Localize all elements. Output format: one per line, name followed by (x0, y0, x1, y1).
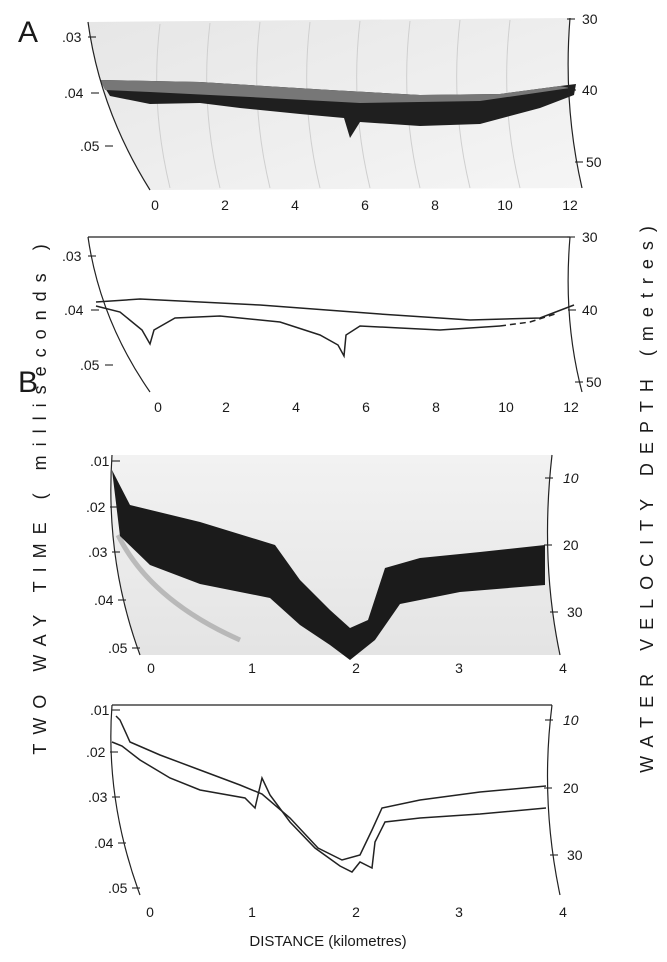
panel-a-interp-right-axis: 30 40 50 (567, 229, 602, 390)
tick-label: 50 (586, 154, 602, 170)
tick-label: .03 (88, 789, 108, 805)
panel-b-interpretation: .01 .02 .03 .04 .05 10 20 30 0 1 2 3 4 (86, 702, 583, 920)
panel-b-upper-trace (115, 715, 547, 861)
tick-label: 12 (563, 399, 579, 415)
panel-b-sonar-left-axis: .01 .02 .03 .04 .05 (86, 453, 140, 656)
panel-a-sonar-right-axis: 30 40 50 (567, 11, 602, 170)
tick-label: 4 (559, 660, 567, 676)
panel-b-seabed-return (112, 470, 545, 660)
tick-label: .05 (80, 138, 100, 154)
tick-label: 40 (582, 82, 598, 98)
panel-a-upper-layer (100, 80, 570, 103)
tick-label: .04 (94, 592, 114, 608)
tick-label: 3 (455, 660, 463, 676)
tick-label: .02 (86, 499, 106, 515)
panel-a-label: A (18, 16, 38, 49)
tick-label: 10 (497, 197, 513, 213)
tick-label: .05 (108, 880, 128, 896)
tick-label: 10 (563, 712, 579, 728)
tick-label: 2 (221, 197, 229, 213)
tick-label: 1 (248, 904, 256, 920)
right-axis-title: WATER VELOCITY DEPTH (metres) (637, 217, 657, 773)
tick-label: 10 (498, 399, 514, 415)
panel-a-interp-frame (87, 236, 583, 393)
panel-b-label: B (18, 366, 38, 399)
tick-label: 30 (567, 847, 583, 863)
tick-label: .02 (86, 744, 106, 760)
tick-label: .04 (64, 302, 84, 318)
panel-a-interp-distance-axis: 0 2 4 6 8 10 12 (154, 399, 579, 415)
tick-label: 8 (431, 197, 439, 213)
panel-a-upper-trace (95, 298, 575, 321)
tick-label: 20 (563, 537, 579, 553)
tick-label: 2 (352, 660, 360, 676)
panel-b-sonar-background (110, 455, 560, 655)
tick-label: .05 (80, 357, 100, 373)
tick-label: .01 (90, 453, 110, 469)
panel-a-sonar-record (87, 17, 583, 191)
panel-b-sonar-record: .01 .02 .03 .04 .05 10 20 30 0 1 2 3 4 (86, 453, 583, 676)
panel-b-sonar-distance-axis: 0 1 2 3 4 (147, 660, 567, 676)
panel-b-interp-right-axis: 10 20 30 (544, 712, 583, 863)
panel-a-sonar-distance-axis: 0 2 4 6 8 10 12 (151, 197, 578, 213)
tick-label: 0 (147, 660, 155, 676)
panel-a-interpretation: .03 .04 .05 30 40 50 0 2 4 6 8 10 12 (62, 229, 602, 415)
panel-a-lower-trace (95, 305, 501, 359)
panel-b-interp-distance-axis: 0 1 2 3 4 (146, 904, 567, 920)
panel-b-sonar-frame (110, 454, 561, 656)
tick-label: .03 (62, 248, 82, 264)
panel-b-interp-left-axis: .01 .02 .03 .04 .05 (86, 702, 140, 896)
tick-label: .03 (88, 544, 108, 560)
tick-label: 40 (582, 302, 598, 318)
tick-label: 4 (292, 399, 300, 415)
tick-label: 2 (352, 904, 360, 920)
tick-label: 2 (222, 399, 230, 415)
tick-label: .05 (108, 640, 128, 656)
panel-b-lower-trace (111, 741, 547, 873)
tick-label: 3 (455, 904, 463, 920)
tick-label: 1 (248, 660, 256, 676)
tick-label: .04 (64, 85, 84, 101)
panel-a-sonar-left-axis: .03 .04 .05 (62, 29, 113, 154)
tick-label: 6 (361, 197, 369, 213)
tick-label: 50 (586, 374, 602, 390)
panel-b-interp-frame (110, 704, 561, 896)
bottom-axis-title: DISTANCE (kilometres) (249, 933, 406, 950)
tick-label: .03 (62, 29, 82, 45)
tick-label: 6 (362, 399, 370, 415)
tick-label: 12 (562, 197, 578, 213)
left-axis-title: TWO WAY TIME ( milliseconds ) (30, 235, 50, 754)
tick-label: 10 (563, 470, 579, 486)
tick-label: 20 (563, 780, 579, 796)
tick-label: 0 (151, 197, 159, 213)
tick-label: 4 (559, 904, 567, 920)
tick-label: 8 (432, 399, 440, 415)
panel-a-interp-left-axis: .03 .04 .05 (62, 248, 113, 373)
tick-label: .01 (90, 702, 110, 718)
tick-label: 4 (291, 197, 299, 213)
tick-label: 30 (582, 11, 598, 27)
panel-b-faint-subbottom (115, 533, 242, 643)
panel-a-lower-trace-dashed (499, 313, 556, 327)
panel-a-sonar-frame (87, 17, 583, 191)
tick-label: 0 (146, 904, 154, 920)
tick-label: 30 (567, 604, 583, 620)
panel-b-sonar-right-axis: 10 20 30 (544, 470, 583, 620)
tick-label: .04 (94, 835, 114, 851)
tick-label: 0 (154, 399, 162, 415)
tick-label: 30 (582, 229, 598, 245)
